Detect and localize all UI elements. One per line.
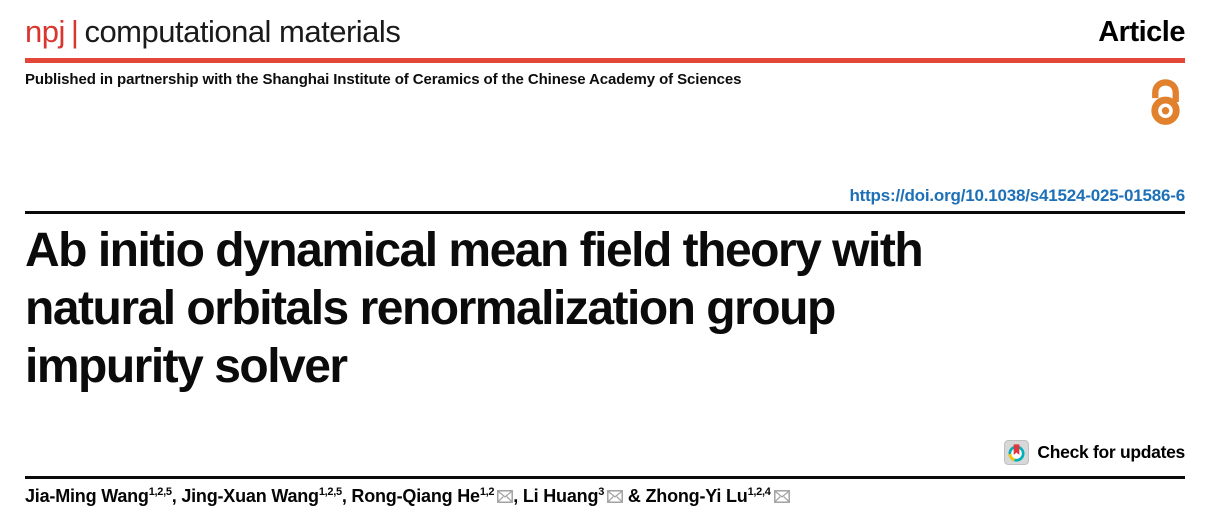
crossmark-icon	[1004, 440, 1030, 465]
author-list: Jia-Ming Wang1,2,5, Jing-Xuan Wang1,2,5,…	[25, 486, 790, 507]
title-line: natural orbitals renormalization group	[25, 282, 836, 335]
author-affiliation-numbers: 1,2,4	[747, 486, 771, 498]
journal-logo-separator: |	[70, 14, 79, 49]
journal-logo-name: computational materials	[84, 14, 401, 49]
author-affiliation-numbers: 3	[598, 486, 605, 498]
masthead-red-rule	[25, 58, 1185, 63]
author: Jia-Ming Wang1,2,5	[25, 486, 172, 506]
paper-title: Ab initio dynamical mean field theory wi…	[25, 222, 1190, 396]
open-access-icon	[1151, 79, 1180, 125]
check-for-updates-badge[interactable]: Check for updates	[1004, 440, 1185, 465]
article-type-label: Article	[1098, 16, 1185, 48]
author: Zhong-Yi Lu1,2,4	[645, 486, 790, 506]
author-affiliation-numbers: 1,2,5	[148, 486, 172, 498]
doi-link[interactable]: https://doi.org/10.1038/s41524-025-01586…	[849, 186, 1185, 205]
author: Jing-Xuan Wang1,2,5	[181, 486, 342, 506]
author-name: Rong-Qiang He	[351, 486, 480, 506]
title-line: Ab initio dynamical mean field theory wi…	[25, 224, 924, 277]
title-top-rule	[25, 211, 1185, 214]
partnership-note: Published in partnership with the Shangh…	[25, 71, 742, 88]
title-line: impurity solver	[25, 340, 348, 393]
authors-top-rule	[25, 476, 1185, 479]
author-name: Zhong-Yi Lu	[645, 486, 748, 506]
check-for-updates-label: Check for updates	[1037, 442, 1185, 462]
envelope-icon[interactable]	[497, 490, 514, 503]
author: Rong-Qiang He1,2	[351, 486, 514, 506]
author-name: Jing-Xuan Wang	[181, 486, 319, 506]
envelope-icon[interactable]	[607, 490, 624, 503]
journal-logo-prefix: npj	[25, 14, 65, 49]
envelope-icon[interactable]	[773, 490, 790, 503]
author-affiliation-numbers: 1,2	[479, 486, 495, 498]
author-affiliation-numbers: 1,2,5	[318, 486, 342, 498]
author: Li Huang3	[522, 486, 624, 506]
author-name: Jia-Ming Wang	[25, 486, 149, 506]
journal-logo: npj | computational materials	[25, 14, 401, 50]
author-name: Li Huang	[522, 486, 599, 506]
